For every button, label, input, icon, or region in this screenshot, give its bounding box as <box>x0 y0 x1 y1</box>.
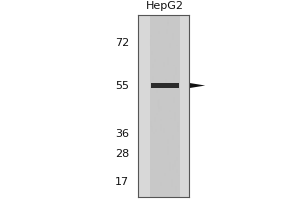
Text: 28: 28 <box>115 149 129 159</box>
Text: 72: 72 <box>115 38 129 48</box>
Text: 55: 55 <box>115 81 129 91</box>
Bar <box>138 15 189 197</box>
Text: 17: 17 <box>115 177 129 187</box>
Polygon shape <box>190 83 205 88</box>
Bar <box>151 83 179 88</box>
Bar <box>150 15 180 197</box>
Text: HepG2: HepG2 <box>146 1 184 11</box>
Text: 36: 36 <box>115 129 129 139</box>
